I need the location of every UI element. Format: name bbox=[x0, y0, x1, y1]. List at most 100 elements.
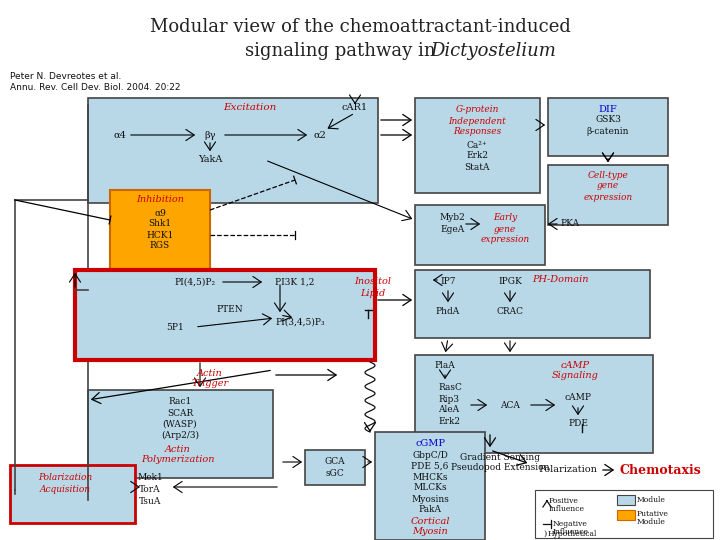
Text: Mek1: Mek1 bbox=[137, 474, 163, 483]
Text: Inhibition: Inhibition bbox=[136, 195, 184, 205]
Bar bbox=[110, 190, 210, 272]
Text: RasC: RasC bbox=[438, 383, 462, 393]
Bar bbox=[548, 165, 668, 225]
Text: Dictyostelium: Dictyostelium bbox=[430, 42, 556, 60]
Text: IPGK: IPGK bbox=[498, 278, 522, 287]
Bar bbox=[88, 98, 378, 203]
Text: Modular view of the chemoattractant-induced: Modular view of the chemoattractant-indu… bbox=[150, 18, 570, 36]
Text: Hypothetical: Hypothetical bbox=[548, 530, 598, 538]
Text: expression: expression bbox=[583, 192, 633, 201]
Text: Influence: Influence bbox=[553, 528, 589, 536]
Text: Chemotaxis: Chemotaxis bbox=[620, 463, 702, 476]
Text: Cell-type: Cell-type bbox=[588, 171, 629, 179]
Text: StatA: StatA bbox=[464, 163, 490, 172]
Text: cGMP: cGMP bbox=[415, 440, 445, 449]
Text: GSK3: GSK3 bbox=[595, 116, 621, 125]
Text: Annu. Rev. Cell Dev. Biol. 2004. 20:22: Annu. Rev. Cell Dev. Biol. 2004. 20:22 bbox=[10, 83, 181, 92]
Text: Cortical: Cortical bbox=[410, 516, 450, 525]
Text: gene: gene bbox=[597, 181, 619, 191]
Text: PI(3,4,5)P₃: PI(3,4,5)P₃ bbox=[275, 318, 325, 327]
Text: α2: α2 bbox=[314, 131, 326, 139]
Bar bbox=[415, 355, 653, 453]
Text: RGS: RGS bbox=[150, 241, 170, 251]
Bar bbox=[617, 510, 635, 520]
Text: TorA: TorA bbox=[139, 485, 161, 495]
Text: DIF: DIF bbox=[598, 105, 617, 113]
Text: sGC: sGC bbox=[325, 469, 344, 478]
Text: cAMP: cAMP bbox=[560, 361, 590, 369]
Text: Erk2: Erk2 bbox=[438, 416, 460, 426]
Text: AleA: AleA bbox=[438, 406, 459, 415]
Text: Polarization: Polarization bbox=[38, 474, 92, 483]
Bar bbox=[10, 465, 135, 523]
Text: HCK1: HCK1 bbox=[146, 231, 174, 240]
Text: α4: α4 bbox=[114, 131, 127, 139]
Text: PH-Domain: PH-Domain bbox=[532, 275, 588, 285]
Text: ACA: ACA bbox=[500, 401, 520, 409]
Text: GbpC/D: GbpC/D bbox=[412, 450, 448, 460]
Text: βγ: βγ bbox=[204, 131, 216, 139]
Text: Peter N. Devreotes et al.: Peter N. Devreotes et al. bbox=[10, 72, 122, 81]
Text: PDE: PDE bbox=[568, 420, 588, 429]
Text: Influence: Influence bbox=[549, 505, 585, 513]
Text: PKA: PKA bbox=[560, 219, 580, 228]
Bar bbox=[305, 450, 365, 485]
Text: SCAR: SCAR bbox=[167, 408, 193, 417]
Text: PTEN: PTEN bbox=[217, 306, 243, 314]
Bar bbox=[415, 270, 650, 338]
Text: PI3K 1,2: PI3K 1,2 bbox=[275, 278, 315, 287]
Text: CRAC: CRAC bbox=[497, 307, 523, 316]
Text: GCA: GCA bbox=[325, 457, 346, 467]
Text: Rac1: Rac1 bbox=[168, 397, 192, 407]
Text: IP7: IP7 bbox=[440, 278, 456, 287]
Bar bbox=[415, 98, 540, 193]
Text: Polymerization: Polymerization bbox=[141, 456, 215, 464]
Text: PDE 5,6: PDE 5,6 bbox=[411, 462, 449, 470]
Text: expression: expression bbox=[480, 235, 530, 245]
Text: Actin: Actin bbox=[197, 368, 223, 377]
Text: Module: Module bbox=[637, 496, 666, 504]
Text: G-protein: G-protein bbox=[455, 105, 499, 114]
Bar bbox=[617, 495, 635, 505]
Text: Ca²⁺: Ca²⁺ bbox=[467, 140, 487, 150]
Text: Gradient Sensing: Gradient Sensing bbox=[460, 454, 540, 462]
Bar bbox=[375, 432, 485, 540]
Text: Lipid: Lipid bbox=[361, 288, 386, 298]
Text: Myosins: Myosins bbox=[411, 495, 449, 503]
Text: Negative: Negative bbox=[553, 520, 588, 528]
Bar bbox=[75, 270, 375, 360]
Text: 5P1: 5P1 bbox=[166, 322, 184, 332]
Text: TsuA: TsuA bbox=[139, 497, 161, 507]
Text: Independent: Independent bbox=[448, 117, 506, 125]
Text: cAR1: cAR1 bbox=[342, 103, 368, 111]
Text: signaling pathway in: signaling pathway in bbox=[245, 42, 441, 60]
Text: YakA: YakA bbox=[198, 156, 222, 165]
Text: gene: gene bbox=[494, 225, 516, 233]
Bar bbox=[415, 205, 545, 265]
Text: (Arp2/3): (Arp2/3) bbox=[161, 430, 199, 440]
Text: (WASP): (WASP) bbox=[163, 420, 197, 429]
Text: EgeA: EgeA bbox=[440, 226, 464, 234]
Text: Acquisition: Acquisition bbox=[40, 485, 91, 495]
Text: Pseudopod Extension: Pseudopod Extension bbox=[451, 463, 549, 472]
Text: β-catenin: β-catenin bbox=[587, 126, 629, 136]
Text: cAMP: cAMP bbox=[564, 394, 592, 402]
Text: Myb2: Myb2 bbox=[440, 213, 466, 222]
Text: Erk2: Erk2 bbox=[466, 152, 488, 160]
Text: Responses: Responses bbox=[453, 127, 501, 137]
Text: Signaling: Signaling bbox=[552, 372, 598, 381]
Text: Module: Module bbox=[637, 518, 666, 526]
Text: MHCKs: MHCKs bbox=[413, 472, 448, 482]
Text: Polarization: Polarization bbox=[538, 465, 597, 475]
Text: Inositol: Inositol bbox=[354, 278, 392, 287]
Text: PI(4,5)P₂: PI(4,5)P₂ bbox=[174, 278, 215, 287]
Text: PlaA: PlaA bbox=[435, 361, 455, 370]
Text: PakA: PakA bbox=[418, 505, 441, 515]
Text: Actin: Actin bbox=[165, 444, 191, 454]
Bar bbox=[535, 490, 713, 538]
Text: Excitation: Excitation bbox=[223, 103, 276, 111]
Text: Trigger: Trigger bbox=[192, 379, 228, 388]
Text: Early: Early bbox=[493, 213, 517, 222]
Bar bbox=[548, 98, 668, 156]
Text: Putative: Putative bbox=[637, 510, 669, 518]
